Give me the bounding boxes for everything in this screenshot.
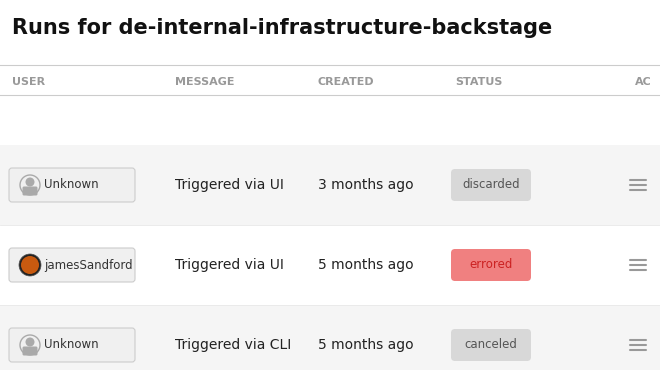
FancyBboxPatch shape bbox=[22, 186, 38, 195]
Text: 3 months ago: 3 months ago bbox=[318, 178, 414, 192]
Circle shape bbox=[20, 335, 40, 355]
Text: jamesSandford: jamesSandford bbox=[44, 259, 133, 272]
Text: AC: AC bbox=[635, 77, 652, 87]
Circle shape bbox=[20, 175, 40, 195]
Text: MESSAGE: MESSAGE bbox=[175, 77, 234, 87]
FancyBboxPatch shape bbox=[451, 329, 531, 361]
Text: USER: USER bbox=[12, 77, 45, 87]
Text: CREATED: CREATED bbox=[318, 77, 375, 87]
Text: Runs for de-internal-infrastructure-backstage: Runs for de-internal-infrastructure-back… bbox=[12, 18, 552, 38]
Bar bbox=[0, 225, 660, 305]
Text: 5 months ago: 5 months ago bbox=[318, 258, 414, 272]
Circle shape bbox=[26, 337, 34, 346]
Bar bbox=[0, 145, 660, 225]
Text: errored: errored bbox=[469, 259, 513, 272]
Text: Triggered via UI: Triggered via UI bbox=[175, 258, 284, 272]
Text: Triggered via CLI: Triggered via CLI bbox=[175, 338, 291, 352]
Text: canceled: canceled bbox=[465, 339, 517, 352]
FancyBboxPatch shape bbox=[9, 328, 135, 362]
Circle shape bbox=[26, 178, 34, 186]
FancyBboxPatch shape bbox=[451, 249, 531, 281]
Circle shape bbox=[19, 254, 41, 276]
Circle shape bbox=[21, 256, 39, 274]
Text: discarded: discarded bbox=[462, 178, 520, 192]
Text: Unknown: Unknown bbox=[44, 339, 98, 352]
FancyBboxPatch shape bbox=[22, 346, 38, 356]
Text: Triggered via UI: Triggered via UI bbox=[175, 178, 284, 192]
Bar bbox=[0, 305, 660, 370]
Text: 5 months ago: 5 months ago bbox=[318, 338, 414, 352]
Text: Unknown: Unknown bbox=[44, 178, 98, 192]
FancyBboxPatch shape bbox=[451, 169, 531, 201]
FancyBboxPatch shape bbox=[9, 168, 135, 202]
FancyBboxPatch shape bbox=[9, 248, 135, 282]
Text: STATUS: STATUS bbox=[455, 77, 502, 87]
